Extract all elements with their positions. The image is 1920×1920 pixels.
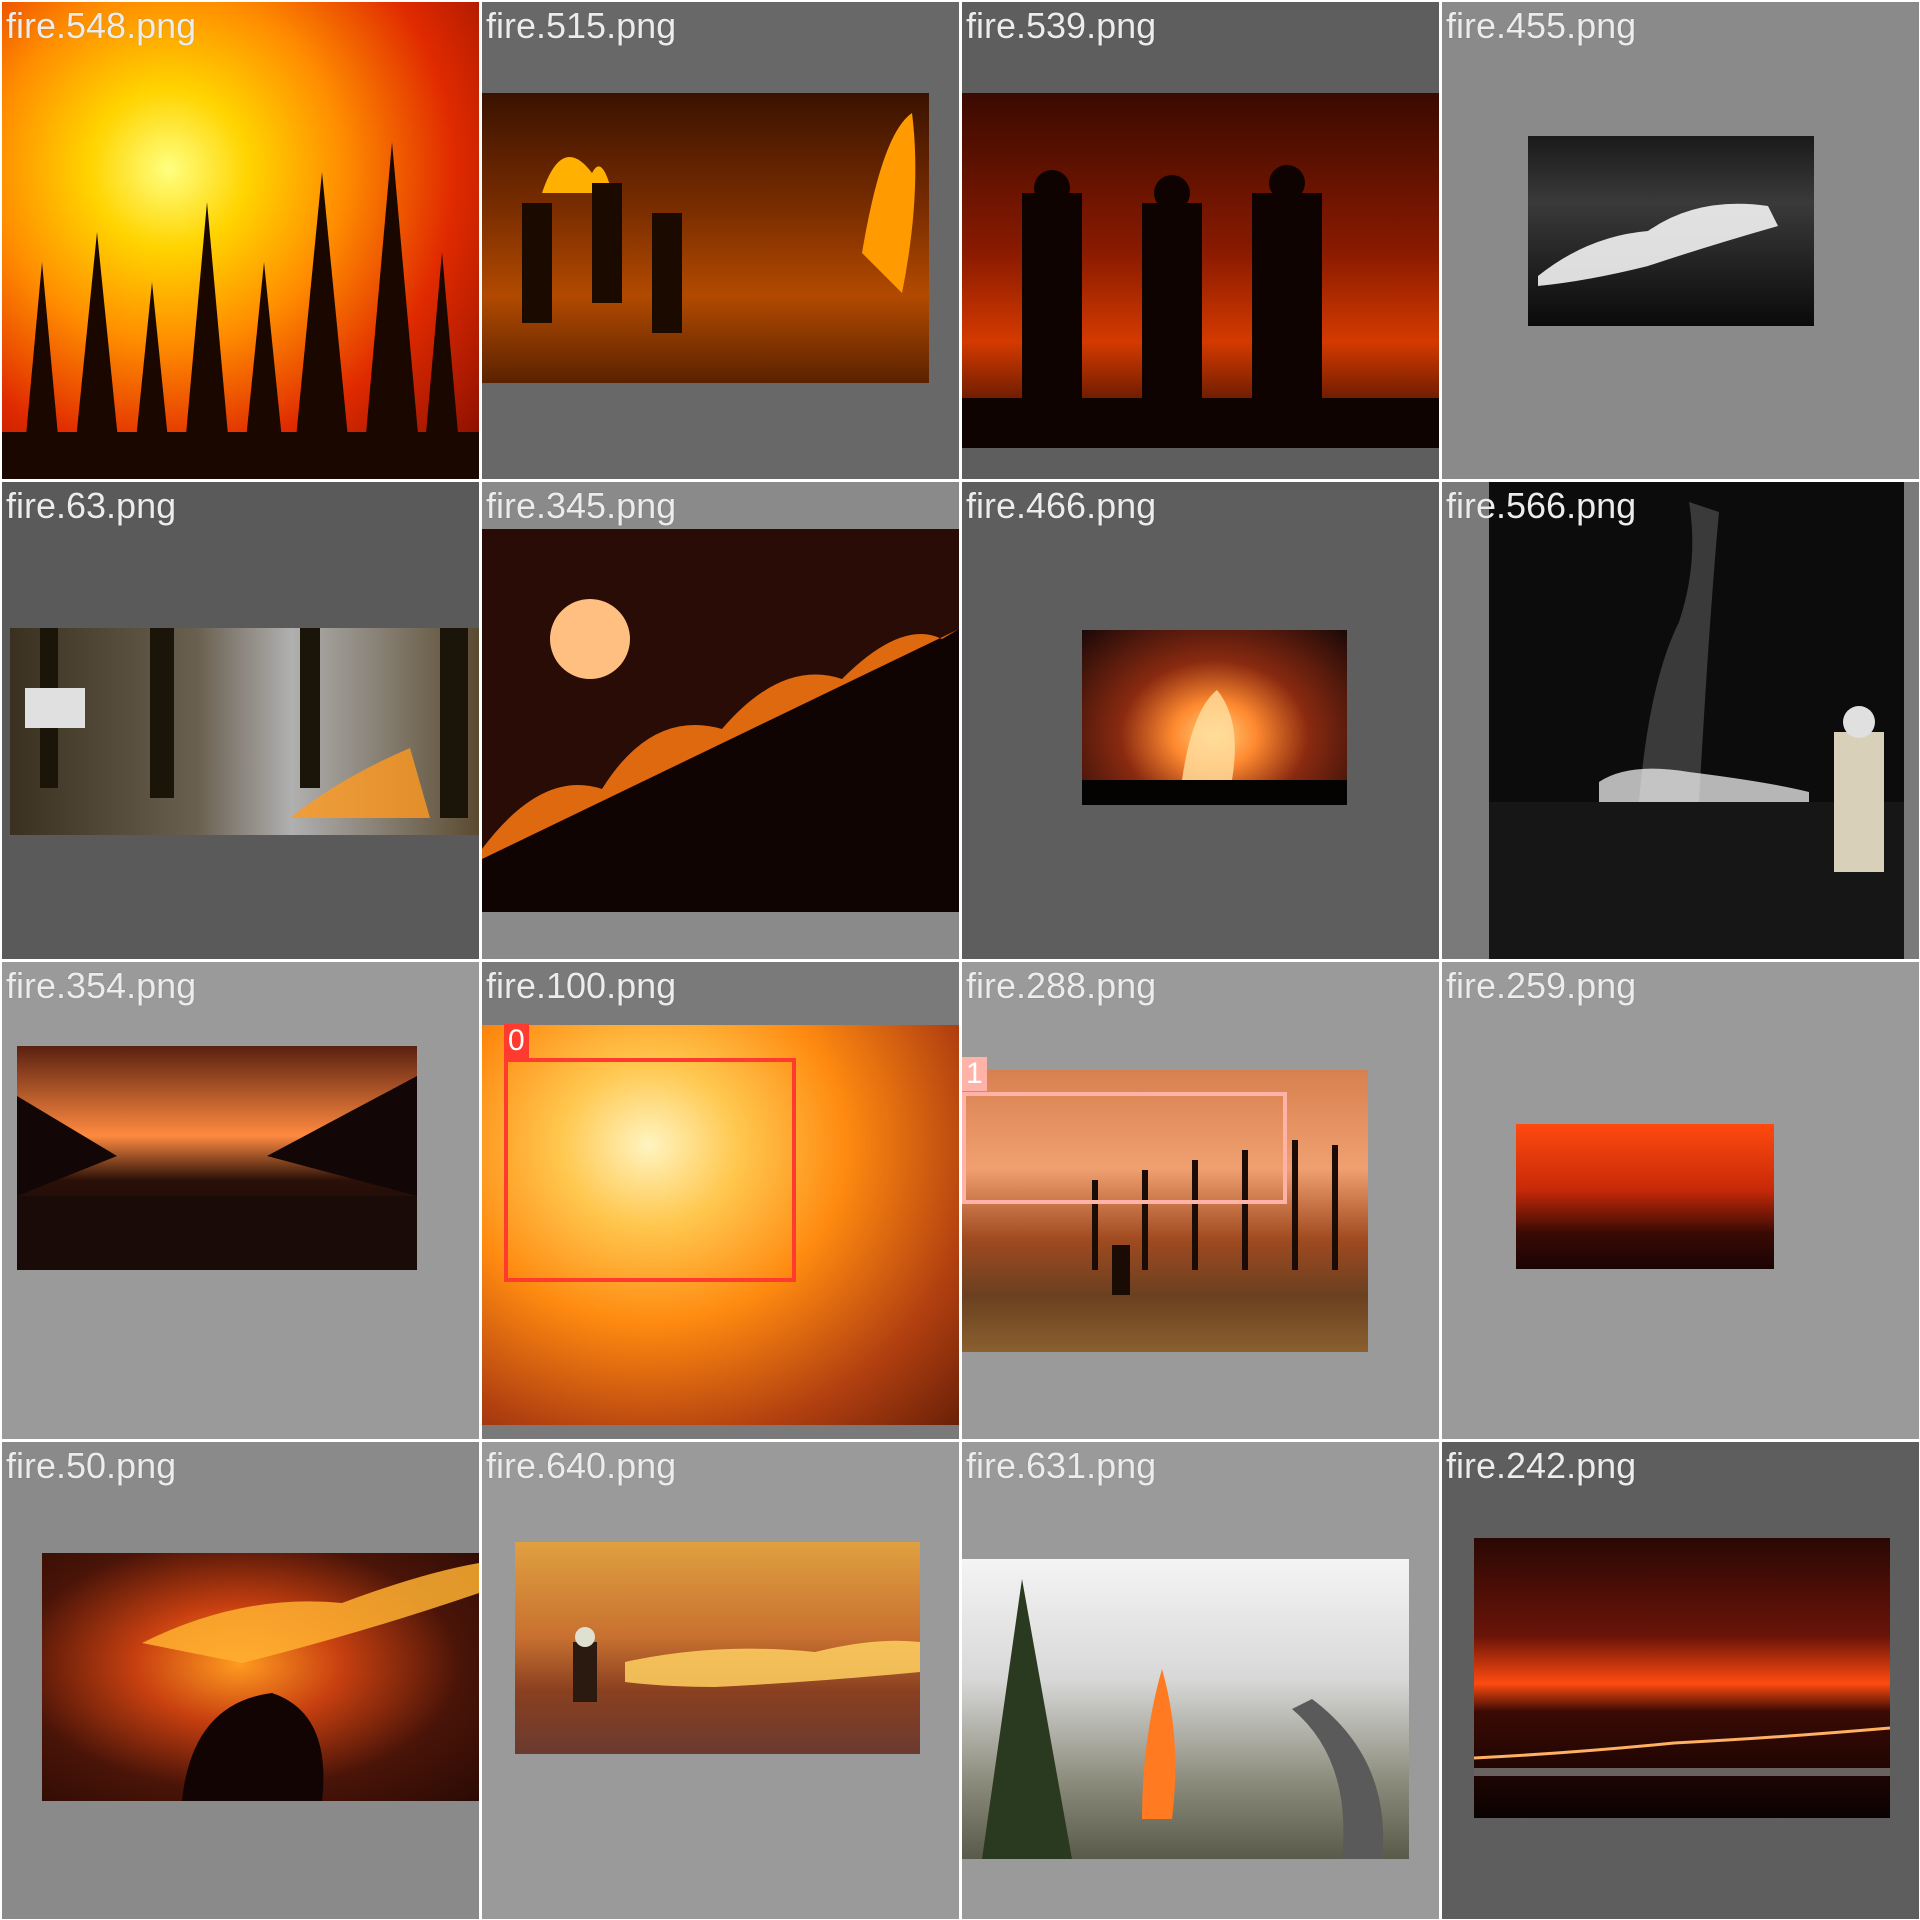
fire-photo: [1082, 630, 1347, 805]
fire-photo: [1528, 136, 1814, 326]
tile-filename: fire.259.png: [1446, 965, 1637, 1006]
fire-photo: [482, 93, 929, 383]
tile-filename: fire.455.png: [1446, 5, 1637, 46]
tile-filename: fire.640.png: [486, 1445, 677, 1486]
tile-fire-631: fire.631.png: [962, 1442, 1439, 1919]
tile-filename: fire.354.png: [6, 965, 197, 1006]
tile-filename: fire.242.png: [1446, 1445, 1637, 1486]
fire-photo: [42, 1553, 479, 1801]
tile-filename: fire.539.png: [966, 5, 1157, 46]
detection-box-label: 1: [962, 1057, 987, 1091]
detection-box: [504, 1058, 796, 1282]
tile-filename: fire.63.png: [6, 485, 177, 526]
tile-fire-539: fire.539.png: [962, 2, 1439, 479]
fire-photo: [482, 529, 959, 912]
fire-photo: [962, 93, 1439, 448]
tile-fire-345: fire.345.png: [482, 482, 959, 959]
fire-photo: [10, 628, 479, 835]
fire-photo: [1489, 482, 1904, 959]
fire-photo: [962, 1070, 1368, 1352]
tile-fire-50: fire.50.png: [2, 1442, 479, 1919]
tile-fire-288: 1 fire.288.png: [962, 962, 1439, 1439]
fire-photo: [482, 1025, 959, 1425]
tile-fire-515: fire.515.png: [482, 2, 959, 479]
tile-fire-640: fire.640.png: [482, 1442, 959, 1919]
tile-filename: fire.100.png: [486, 965, 677, 1006]
fire-photo: [962, 1559, 1409, 1859]
tile-fire-63: fire.63.png: [2, 482, 479, 959]
tile-fire-548: fire.548.png: [2, 2, 479, 479]
tile-fire-566: fire.566.png: [1442, 482, 1919, 959]
fire-photo: [17, 1046, 417, 1270]
detection-box: [962, 1092, 1287, 1204]
fire-photo: [1516, 1124, 1774, 1269]
fire-photo: [2, 2, 479, 479]
tile-fire-466: fire.466.png: [962, 482, 1439, 959]
tile-fire-259: fire.259.png: [1442, 962, 1919, 1439]
tile-filename: fire.50.png: [6, 1445, 177, 1486]
tile-fire-455: fire.455.png: [1442, 2, 1919, 479]
detection-box-label: 0: [504, 1024, 529, 1058]
tile-filename: fire.288.png: [966, 965, 1157, 1006]
fire-photo: [515, 1542, 920, 1754]
tile-filename: fire.548.png: [6, 5, 197, 46]
tile-filename: fire.466.png: [966, 485, 1157, 526]
tile-fire-100: 0 fire.100.png: [482, 962, 959, 1439]
fire-photo: [1474, 1538, 1890, 1818]
tile-filename: fire.566.png: [1446, 485, 1637, 526]
tile-filename: fire.515.png: [486, 5, 677, 46]
tile-filename: fire.345.png: [486, 485, 677, 526]
tile-fire-242: fire.242.png: [1442, 1442, 1919, 1919]
tile-filename: fire.631.png: [966, 1445, 1157, 1486]
tile-fire-354: fire.354.png: [2, 962, 479, 1439]
